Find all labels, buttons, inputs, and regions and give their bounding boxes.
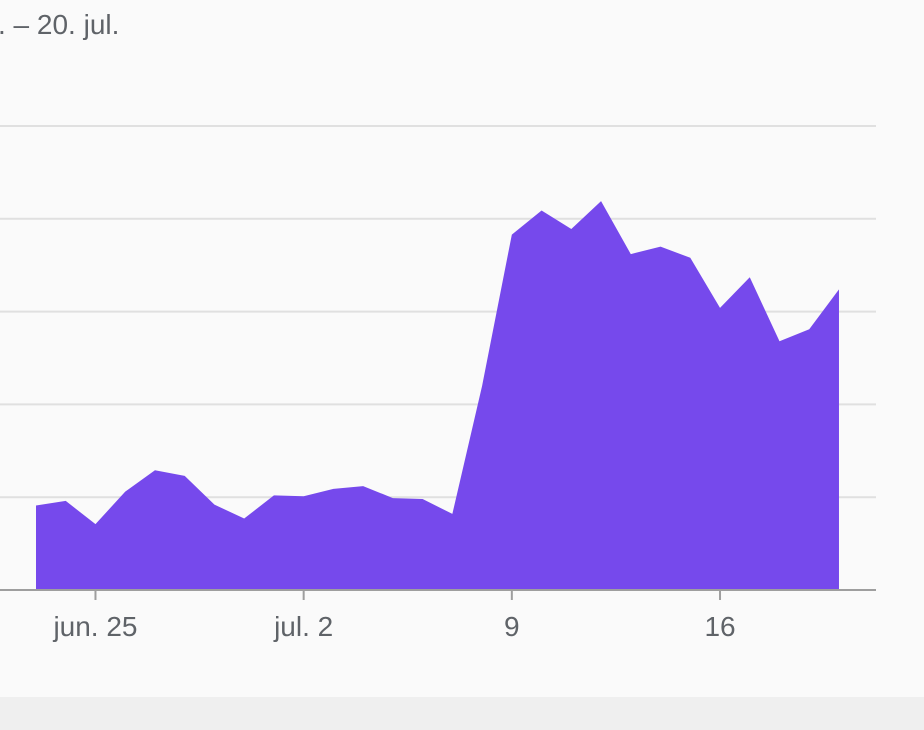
x-tick-label: 16 bbox=[704, 611, 735, 642]
area bbox=[36, 201, 839, 590]
x-tick-label: 9 bbox=[504, 611, 520, 642]
chart-title: . – 20. jul. bbox=[0, 9, 119, 40]
x-tick-label: jul. 2 bbox=[273, 611, 333, 642]
footer-band bbox=[0, 697, 924, 730]
x-tick-label: jun. 25 bbox=[52, 611, 137, 642]
